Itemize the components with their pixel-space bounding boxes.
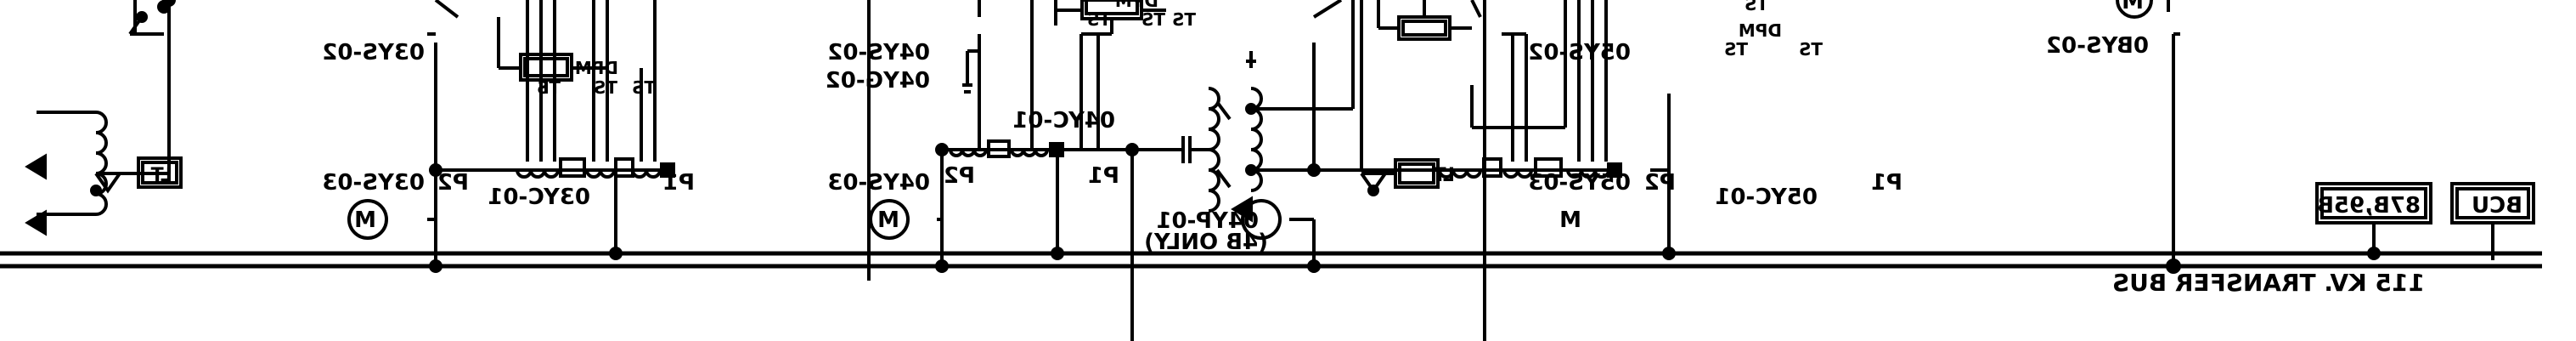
bay05-bot-switch-label: 05YS-03 xyxy=(1528,170,1631,196)
bay05-ts-mid-label: TS xyxy=(1745,0,1768,14)
bay-05 xyxy=(1241,0,1676,273)
bay04-cvt-label: 04YP-01 xyxy=(1156,208,1259,234)
bay04-ts-right-label: TS xyxy=(1172,9,1196,30)
bay04-lt-label: LT xyxy=(1434,165,1455,186)
bay05-ts-right-label: TS xyxy=(1799,39,1823,60)
diagram-labels: 115 KV. TRANSFER BUS 87B,95B BCU 0BYS-02… xyxy=(151,0,2522,297)
bay05-dpm-label: DPM xyxy=(1739,20,1782,41)
bay03-lt-label: LT xyxy=(151,165,172,186)
bay05-top-switch-label: 05YS-02 xyxy=(1528,40,1631,65)
bay05-p2-label: P2 xyxy=(1644,170,1676,196)
bay-04 xyxy=(869,0,1482,341)
bay03-ts-left-label: TS xyxy=(537,77,561,98)
transfer-bus xyxy=(0,251,2542,269)
bay03-ts-right-label: TS xyxy=(632,77,656,98)
bay04-dpm-label: DPM xyxy=(1115,0,1158,11)
bay04-p2-label: P2 xyxy=(944,163,975,189)
bay04-bot-switch-label: 04YS-03 xyxy=(827,170,930,196)
bay03-bot-switch-label: 03YS-03 xyxy=(322,170,425,196)
bay03-ts-mid-label: TS xyxy=(594,77,617,98)
relay-box-label: 87B,95B xyxy=(2317,193,2421,219)
bay04-top-switch-label: 04YS-02 xyxy=(827,40,930,65)
bay04-ts-mid-label: TS xyxy=(1141,9,1165,30)
relay-box-frame xyxy=(2315,182,2432,260)
bay05-p1-label: P1 xyxy=(1871,170,1902,196)
bay04-breaker-label: 04YC-01 xyxy=(1012,108,1115,134)
bay05-ts-left-label: TS xyxy=(1724,39,1748,60)
bay05-breaker-label: 05YC-01 xyxy=(1715,185,1818,210)
bcu-box-label: BCU xyxy=(2472,193,2522,219)
bus-label: 115 KV. TRANSFER BUS xyxy=(2112,269,2425,297)
bay04-p1-label: P1 xyxy=(1088,163,1119,189)
bay04-ts-left-label: TS xyxy=(1087,9,1111,30)
bay04-cvt-note: (4B ONLY) xyxy=(1144,230,1268,255)
bay0B-motor-label: M xyxy=(2122,0,2144,14)
bay03-p2-label: P2 xyxy=(437,170,469,196)
bay04-motor-label: M xyxy=(877,207,899,233)
bay05-motor-label: M xyxy=(1559,207,1581,233)
bay0B-top-switch-label: 0BYS-02 xyxy=(2046,33,2149,59)
bay03-p1-label: P1 xyxy=(663,170,695,196)
bay-03 xyxy=(25,0,675,273)
bay03-dpm-label: DPM xyxy=(575,58,618,78)
bay-0B xyxy=(2116,0,2181,274)
bay03-motor-label: M xyxy=(354,207,376,233)
bcu-box-frame xyxy=(2450,182,2535,260)
bay03-breaker-label: 03YC-01 xyxy=(488,185,590,210)
bay04-gnd-switch-label: 04YG-02 xyxy=(826,68,930,94)
bay03-top-switch-label: 03YS-02 xyxy=(322,40,425,65)
